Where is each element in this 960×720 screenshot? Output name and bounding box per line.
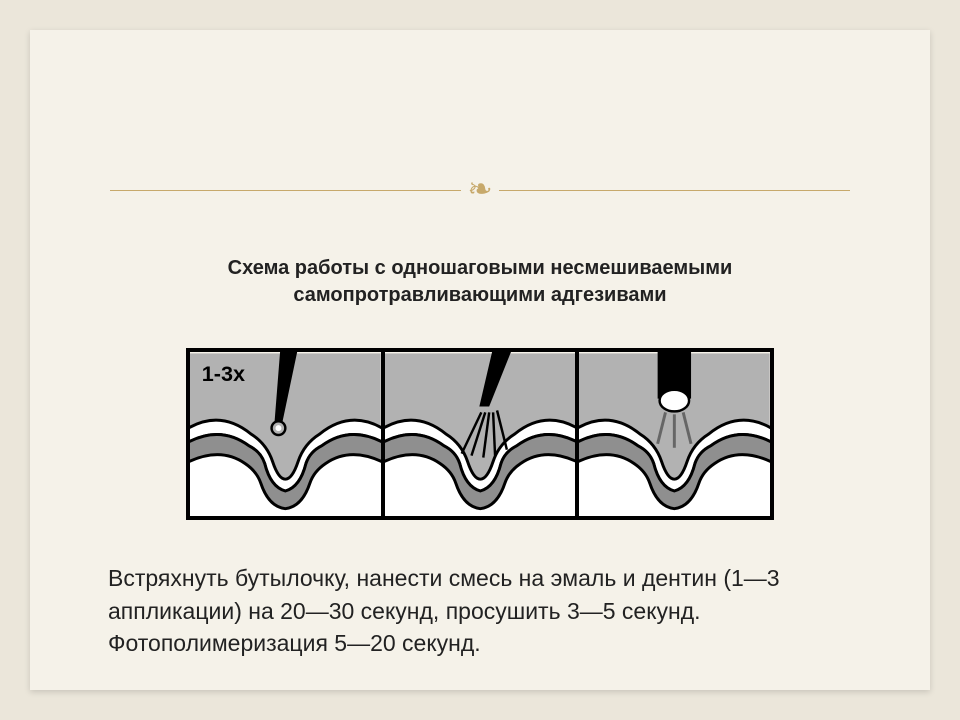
diagram-panel-dry (385, 352, 580, 516)
title-divider: ❧ (110, 175, 850, 205)
diagram-title: Схема работы с одношаговыми несмешиваемы… (110, 255, 850, 309)
diagram-panel-apply: 1-3x (190, 352, 385, 516)
slide-card: ❧ Схема работы с одношаговыми несмешивае… (30, 30, 930, 690)
subtitle-line2: самопротравливающими адгезивами (293, 284, 666, 306)
panel-label: 1-3x (202, 361, 245, 386)
diagram-panel-cure (579, 352, 770, 516)
instruction-text: Встряхнуть бутылочку, нанести смесь на э… (108, 562, 852, 660)
ornament-icon: ❧ (467, 175, 492, 205)
divider-line-left (110, 190, 461, 191)
procedure-diagram: 1-3x (186, 348, 774, 520)
divider-line-right (499, 190, 850, 191)
subtitle-line1: Схема работы с одношаговыми несмешиваемы… (228, 257, 733, 279)
